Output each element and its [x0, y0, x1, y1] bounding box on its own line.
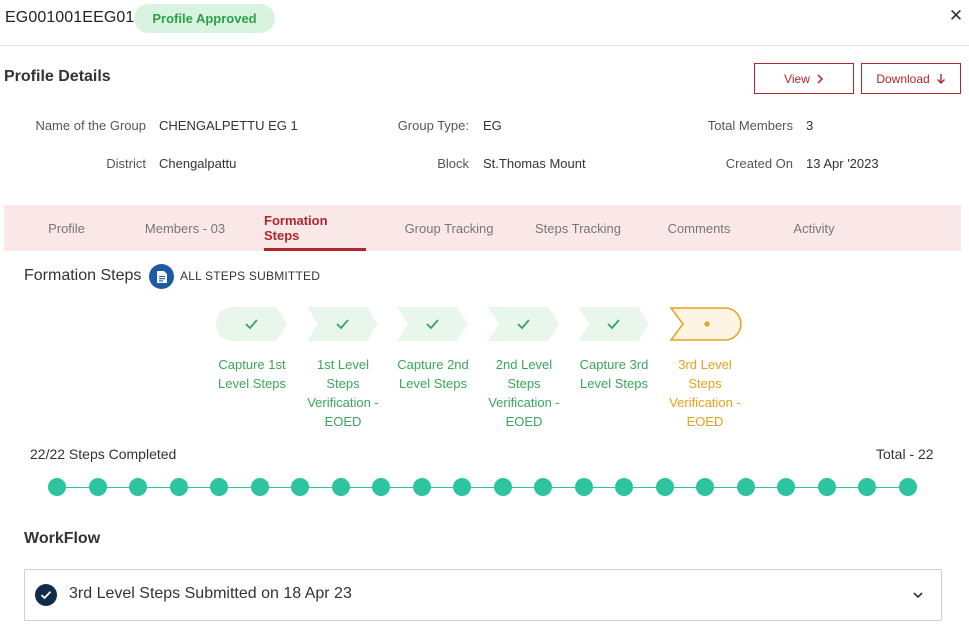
- chevron-right-icon: [817, 73, 823, 84]
- step-progress-dot: [656, 478, 674, 496]
- status-badge: Profile Approved: [134, 4, 275, 33]
- download-label: Download: [876, 71, 930, 86]
- tab-comments[interactable]: Comments: [667, 220, 731, 236]
- steps-total-text: Total - 22: [876, 446, 934, 462]
- step-chevron-2: [307, 307, 378, 341]
- step-label-2: 1st Level Steps Verification - EOED: [307, 357, 379, 429]
- top-bar: EG001001EEG01 Profile Approved ✕: [0, 0, 969, 46]
- created-on-value: 13 Apr '2023: [806, 156, 879, 171]
- group-name-value: CHENGALPETTU EG 1: [159, 118, 298, 133]
- created-on-label: Created On: [725, 156, 793, 171]
- dot-icon: [704, 321, 710, 327]
- step-label-6: 3rd Level Steps Verification - EOED: [669, 357, 741, 429]
- document-icon: [149, 264, 174, 289]
- step-progress-dot: [899, 478, 917, 496]
- download-button[interactable]: Download: [861, 63, 961, 94]
- group-id: EG001001EEG01: [5, 9, 135, 26]
- steps-completed-text: 22/22 Steps Completed: [30, 446, 177, 462]
- step-progress-dot: [534, 478, 552, 496]
- step-progress-dot: [170, 478, 188, 496]
- step-progress-dot: [696, 478, 714, 496]
- workflow-item-text: 3rd Level Steps Submitted on 18 Apr 23: [69, 585, 352, 602]
- check-icon: [517, 319, 530, 330]
- arrow-down-icon: [936, 74, 945, 84]
- tab-formation-steps[interactable]: Formation Steps: [264, 213, 328, 243]
- total-members-value: 3: [806, 118, 814, 133]
- step-progress-dot: [372, 478, 390, 496]
- step-progress-dot: [332, 478, 350, 496]
- check-icon: [426, 319, 439, 330]
- step-progress-dot: [453, 478, 471, 496]
- check-icon: [607, 319, 620, 330]
- steps-status-text: ALL STEPS SUBMITTED: [180, 269, 321, 283]
- step-progress-dot: [494, 478, 512, 496]
- step-chevron-1: [216, 307, 287, 341]
- step-progress-dot: [48, 478, 66, 496]
- view-button[interactable]: View: [754, 63, 854, 94]
- tab-members[interactable]: Members - 03: [144, 220, 226, 236]
- step-label-3: Capture 2nd Level Steps: [397, 357, 469, 391]
- active-tab-indicator: [264, 248, 366, 251]
- step-chevron-5: [578, 307, 649, 341]
- step-chevron-6: [669, 307, 742, 341]
- step-progress-dot: [615, 478, 633, 496]
- step-progress-dot: [89, 478, 107, 496]
- step-label-5: Capture 3rd Level Steps: [579, 357, 649, 391]
- chevron-down-icon[interactable]: [909, 586, 927, 604]
- step-progress-dot: [737, 478, 755, 496]
- profile-details-title: Profile Details: [4, 68, 111, 85]
- step-label-4: 2nd Level Steps Verification - EOED: [488, 357, 560, 429]
- step-label-1: Capture 1st Level Steps: [218, 357, 286, 391]
- step-progress-dot: [251, 478, 269, 496]
- tab-bar: Profile Members - 03 Formation Steps Gro…: [4, 205, 961, 251]
- tab-profile[interactable]: Profile: [48, 220, 85, 236]
- step-chevron-4: [488, 307, 559, 341]
- group-type-label: Group Type:: [397, 118, 469, 133]
- block-value: St.Thomas Mount: [483, 156, 586, 171]
- total-members-label: Total Members: [707, 118, 793, 133]
- step-progress-dot: [858, 478, 876, 496]
- district-label: District: [106, 156, 146, 171]
- tab-steps-tracking[interactable]: Steps Tracking: [535, 220, 621, 236]
- step-progress-dot: [413, 478, 431, 496]
- workflow-title: WorkFlow: [24, 530, 101, 547]
- view-label: View: [784, 71, 810, 86]
- step-progress-dot: [210, 478, 228, 496]
- step-progress-dot: [129, 478, 147, 496]
- step-progress-dot: [291, 478, 309, 496]
- steps-progress-line: [57, 487, 908, 488]
- step-progress-dot: [575, 478, 593, 496]
- check-icon: [245, 319, 258, 330]
- tab-activity[interactable]: Activity: [793, 220, 835, 236]
- workflow-item[interactable]: 3rd Level Steps Submitted on 18 Apr 23: [24, 569, 942, 621]
- close-icon[interactable]: ✕: [948, 6, 964, 25]
- group-name-label: Name of the Group: [35, 118, 146, 133]
- district-value: Chengalpattu: [159, 156, 237, 171]
- block-label: Block: [437, 156, 469, 171]
- check-icon: [336, 319, 349, 330]
- formation-steps-title: Formation Steps: [24, 267, 142, 284]
- group-type-value: EG: [483, 118, 502, 133]
- step-progress-dot: [818, 478, 836, 496]
- check-circle-icon: [35, 584, 57, 606]
- step-chevron-3: [397, 307, 468, 341]
- tab-group-tracking[interactable]: Group Tracking: [404, 220, 494, 236]
- step-progress-dot: [777, 478, 795, 496]
